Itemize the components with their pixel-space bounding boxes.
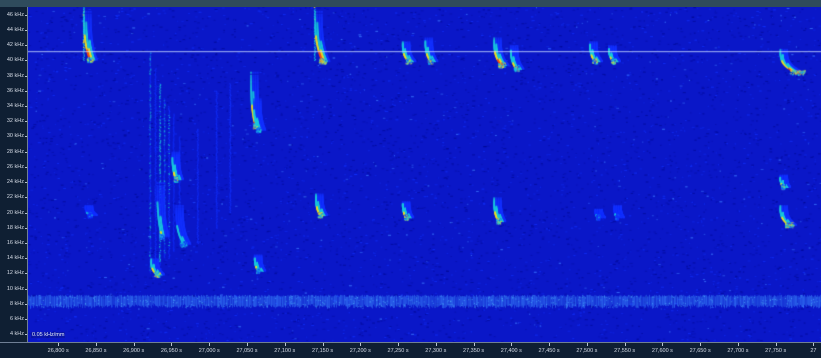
- y-tick-mark: [25, 29, 27, 31]
- frequency-axis[interactable]: 46 kHz 44 kHz 42 kHz 40 kHz 38 kHz 36 kHz 34 k…: [0, 7, 28, 342]
- y-tick-label: 42 kHz: [6, 42, 24, 49]
- x-tick-label: 26,900 s: [123, 348, 145, 354]
- x-tick-mark: [171, 343, 173, 346]
- y-tick-mark: [25, 151, 27, 153]
- x-tick-mark: [133, 343, 135, 346]
- y-tick-mark: [25, 105, 27, 107]
- scale-readout: 0.05 kHz/mm: [31, 332, 66, 338]
- y-tick-mark: [25, 166, 27, 168]
- x-tick-mark: [322, 343, 324, 346]
- x-tick-label: 27,650 s: [689, 348, 711, 354]
- title-bar: [0, 0, 821, 7]
- x-tick-mark: [700, 343, 702, 346]
- y-tick-label: 18 kHz: [6, 224, 24, 231]
- y-tick-label: 4 kHz: [9, 331, 24, 338]
- y-tick-mark: [25, 334, 27, 336]
- y-tick-label: 38 kHz: [6, 72, 24, 79]
- y-tick-mark: [25, 197, 27, 199]
- y-tick-label: 10 kHz: [6, 285, 24, 292]
- y-tick-label: 14 kHz: [6, 255, 24, 262]
- x-tick-mark: [284, 343, 286, 346]
- y-tick-label: 26 kHz: [6, 163, 24, 170]
- x-tick-mark: [586, 343, 588, 346]
- x-tick-label: 26,800 s: [47, 348, 69, 354]
- x-tick-mark: [435, 343, 437, 346]
- y-tick-label: 36 kHz: [6, 87, 24, 94]
- x-tick-label: 26,850 s: [85, 348, 107, 354]
- x-tick-label: 27,050 s: [236, 348, 258, 354]
- y-tick-mark: [25, 243, 27, 245]
- y-tick-mark: [25, 90, 27, 92]
- y-tick-mark: [25, 258, 27, 260]
- y-tick-label: 12 kHz: [6, 270, 24, 277]
- y-tick-label: 30 kHz: [6, 133, 24, 140]
- y-tick-mark: [25, 319, 27, 321]
- x-tick-mark: [398, 343, 400, 346]
- x-tick-mark: [813, 343, 815, 346]
- x-tick-label: 27,700 s: [727, 348, 749, 354]
- y-tick-mark: [25, 121, 27, 123]
- x-tick-mark: [737, 343, 739, 346]
- y-tick-mark: [25, 182, 27, 184]
- x-tick-mark: [775, 343, 777, 346]
- x-tick-mark: [624, 343, 626, 346]
- x-tick-label: 27,250 s: [387, 348, 409, 354]
- time-axis[interactable]: 26,800 s 26,850 s 26,900 s 26,950 s 27,000 s…: [0, 342, 821, 358]
- x-tick-label: 27,400 s: [500, 348, 522, 354]
- x-tick-mark: [511, 343, 513, 346]
- y-tick-label: 24 kHz: [6, 179, 24, 186]
- y-tick-label: 32 kHz: [6, 118, 24, 125]
- x-tick-label: 27,550 s: [614, 348, 636, 354]
- y-tick-mark: [25, 288, 27, 290]
- x-tick-mark: [360, 343, 362, 346]
- y-tick-mark: [25, 60, 27, 62]
- y-tick-label: 46 kHz: [6, 11, 24, 18]
- y-tick-mark: [25, 75, 27, 77]
- x-tick-label: 27: [810, 348, 817, 354]
- y-tick-label: 22 kHz: [6, 194, 24, 201]
- x-tick-mark: [209, 343, 211, 346]
- y-tick-label: 40 kHz: [6, 57, 24, 64]
- x-tick-mark: [58, 343, 60, 346]
- x-tick-label: 26,950 s: [160, 348, 183, 354]
- y-tick-label: 34 kHz: [6, 102, 24, 109]
- spectrogram-canvas[interactable]: [28, 7, 821, 342]
- y-tick-label: 16 kHz: [6, 240, 24, 247]
- y-tick-mark: [25, 45, 27, 47]
- x-tick-label: 27,000 s: [198, 348, 220, 354]
- x-tick-label: 27,350 s: [463, 348, 485, 354]
- y-tick-mark: [25, 227, 27, 229]
- y-tick-mark: [25, 14, 27, 16]
- y-tick-label: 28 kHz: [6, 148, 24, 155]
- x-tick-mark: [95, 343, 97, 346]
- x-tick-label: 27,750 s: [765, 348, 787, 354]
- x-tick-label: 27,450 s: [538, 348, 560, 354]
- spectrogram-view[interactable]: [28, 7, 821, 342]
- x-tick-label: 27,100 s: [274, 348, 296, 354]
- x-tick-label: 27,600 s: [651, 348, 673, 354]
- x-tick-label: 27,150 s: [311, 348, 334, 354]
- y-tick-mark: [25, 136, 27, 138]
- x-tick-mark: [549, 343, 551, 346]
- y-tick-label: 44 kHz: [6, 26, 24, 33]
- x-tick-label: 27,200 s: [349, 348, 371, 354]
- y-tick-label: 20 kHz: [6, 209, 24, 216]
- y-tick-mark: [25, 273, 27, 275]
- y-tick-label: 8 kHz: [9, 300, 24, 307]
- x-tick-label: 27,300 s: [425, 348, 447, 354]
- x-tick-mark: [662, 343, 664, 346]
- y-tick-mark: [25, 212, 27, 214]
- y-tick-label: 6 kHz: [9, 316, 24, 323]
- x-tick-mark: [473, 343, 475, 346]
- y-tick-mark: [25, 303, 27, 305]
- x-tick-label: 27,500 s: [576, 348, 598, 354]
- x-tick-mark: [247, 343, 249, 346]
